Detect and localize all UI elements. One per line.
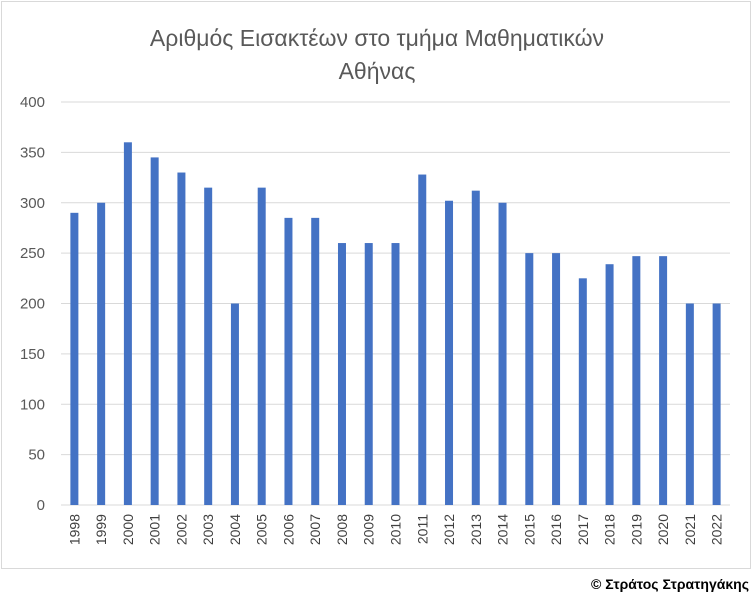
bar-2020 [659, 256, 668, 505]
x-tick-label: 2022 [709, 514, 725, 545]
bar-2012 [445, 200, 454, 506]
x-tick-label: 2016 [548, 514, 564, 545]
x-tick-label: 2009 [361, 514, 377, 545]
bar-2009 [364, 243, 373, 506]
x-tick-label: 2020 [655, 514, 671, 545]
x-tick-label: 2005 [254, 514, 270, 545]
x-tick-label: 2010 [388, 514, 404, 545]
bar-2001 [150, 157, 159, 505]
x-tick-label: 2000 [120, 514, 136, 545]
x-tick-label: 2018 [602, 514, 618, 545]
bar-2019 [632, 256, 641, 505]
bars [70, 142, 721, 506]
bar-2008 [337, 243, 346, 506]
bar-2006 [284, 217, 293, 506]
x-tick-label: 2012 [441, 514, 457, 545]
bar-2015 [525, 253, 534, 505]
bar-2007 [311, 217, 320, 506]
y-tick-label: 350 [20, 144, 45, 161]
x-axis-tick-labels: 1998 1999 2000 2001 2002 2003 2004 2005 2006 2007… [66, 514, 724, 545]
bar-2016 [552, 253, 561, 505]
bar-2003 [204, 187, 213, 505]
bar-2011 [418, 174, 427, 506]
x-tick-label: 2001 [147, 514, 163, 545]
x-tick-label: 2004 [227, 514, 243, 545]
x-tick-label: 1998 [66, 514, 82, 545]
y-tick-label: 0 [37, 497, 45, 514]
bar-2005 [257, 187, 266, 505]
x-tick-label: 2019 [628, 514, 644, 545]
chart-frame: Αριθμός Εισακτέων στο τμήμα Μαθηματικών … [1, 1, 751, 569]
bar-2002 [177, 172, 186, 505]
x-tick-label: 2002 [173, 514, 189, 545]
copyright-notice: © Στράτος Στρατηγάκης [591, 576, 749, 592]
x-tick-label: 2021 [682, 514, 698, 545]
y-axis-tick-labels: 0 50 100 150 200 250 300 350 400 [20, 94, 45, 514]
bar-2014 [498, 202, 507, 505]
y-tick-label: 300 [20, 195, 45, 212]
x-tick-label: 2007 [307, 514, 323, 545]
y-tick-label: 200 [20, 296, 45, 313]
x-tick-label: 2003 [200, 514, 216, 545]
x-tick-label: 2008 [334, 514, 350, 545]
bar-2017 [578, 278, 587, 505]
y-tick-label: 400 [20, 94, 45, 111]
x-tick-label: 2015 [521, 514, 537, 545]
bar-2013 [471, 190, 480, 505]
bar-1998 [70, 212, 79, 505]
x-tick-label: 2011 [414, 514, 430, 544]
bar-2018 [605, 264, 614, 505]
chart-title: Αριθμός Εισακτέων στο τμήμα Μαθηματικών … [150, 25, 604, 84]
bar-chart: Αριθμός Εισακτέων στο τμήμα Μαθηματικών … [20, 25, 730, 545]
y-tick-label: 100 [20, 396, 45, 413]
y-tick-label: 250 [20, 245, 45, 262]
x-tick-label: 2017 [575, 514, 591, 545]
chart-title-line-2: Αθήνας [339, 58, 416, 84]
x-tick-label: 2006 [280, 514, 296, 545]
bar-2021 [685, 303, 694, 505]
chart-title-line-1: Αριθμός Εισακτέων στο τμήμα Μαθηματικών [150, 25, 604, 51]
x-tick-label: 1999 [93, 514, 109, 545]
bar-2010 [391, 243, 400, 506]
bar-2004 [230, 303, 239, 505]
bar-1999 [97, 202, 106, 505]
y-tick-label: 150 [20, 346, 45, 363]
bar-2022 [712, 303, 721, 505]
y-tick-label: 50 [28, 447, 45, 464]
x-tick-label: 2013 [468, 514, 484, 545]
bar-2000 [123, 142, 132, 506]
x-tick-label: 2014 [495, 514, 511, 545]
